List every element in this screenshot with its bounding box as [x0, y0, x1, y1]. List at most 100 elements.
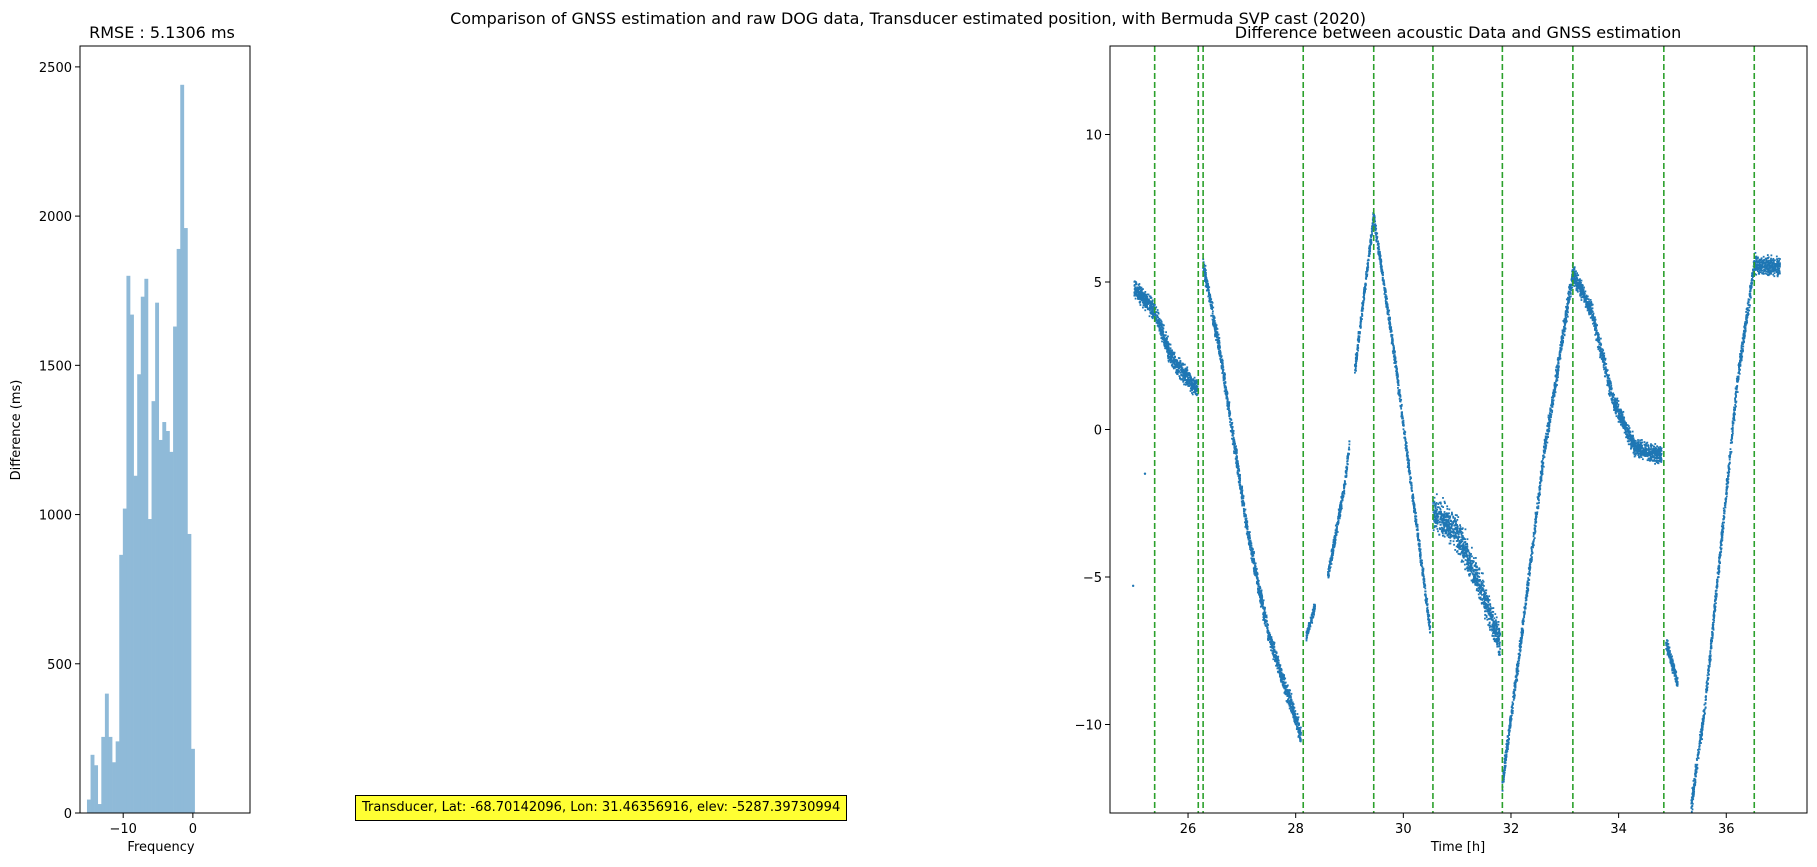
scatter-point: [1133, 291, 1136, 294]
scatter-point: [1234, 449, 1237, 452]
histogram-bar: [169, 451, 174, 813]
scatter-point: [1489, 615, 1492, 618]
scatter-point: [1269, 636, 1272, 639]
scatter-point: [1397, 384, 1400, 387]
scatter-point: [1389, 328, 1391, 331]
scatter-point: [1414, 509, 1417, 512]
scatter-point: [1221, 371, 1224, 373]
scatter-point: [1264, 624, 1267, 627]
scatter-point: [1195, 382, 1198, 385]
scatter-point: [1495, 640, 1497, 643]
scatter-point: [1232, 430, 1235, 432]
scatter-point: [1271, 645, 1274, 647]
scatter-point: [1253, 572, 1256, 575]
scatter-point: [1283, 686, 1286, 688]
scatter-point: [1270, 649, 1272, 652]
scatter-point: [1440, 513, 1443, 516]
scatter-point: [1469, 573, 1471, 575]
scatter-point: [1488, 622, 1491, 625]
scatter-point: [1204, 274, 1207, 276]
scatter-point: [1477, 589, 1480, 592]
scatter-point: [1480, 588, 1483, 591]
scatter-point: [1229, 413, 1231, 416]
scatter-point: [1165, 340, 1168, 343]
scatter-point: [1259, 592, 1261, 594]
scatter-point: [1345, 469, 1347, 472]
scatter-point: [1498, 638, 1500, 641]
scatter-point: [1276, 659, 1279, 662]
scatter-point: [1152, 316, 1154, 319]
scatter-point: [1445, 512, 1448, 515]
scatter-point: [1449, 539, 1452, 542]
scatter-point: [1167, 360, 1170, 363]
scatter-point: [1282, 683, 1285, 686]
scatter-point: [1370, 241, 1373, 244]
scatter-point: [1291, 703, 1294, 706]
scatter-point: [1251, 558, 1254, 561]
scatter-point: [1444, 529, 1446, 532]
scatter-point: [1487, 597, 1489, 600]
scatter-point: [1416, 528, 1419, 530]
scatter-point: [1456, 528, 1459, 531]
scatter-point: [1217, 333, 1220, 336]
scatter-point: [1336, 525, 1338, 528]
scatter-point: [1438, 512, 1440, 515]
scatter-point: [1463, 538, 1466, 541]
scatter-point: [1401, 413, 1404, 416]
scatter-point: [1299, 728, 1301, 731]
scatter-point: [1490, 613, 1493, 616]
scatter-point: [1489, 614, 1492, 617]
scatter-point: [1494, 624, 1497, 626]
scatter-point: [1336, 523, 1339, 526]
scatter-point: [1227, 405, 1229, 408]
scatter-point: [1461, 527, 1464, 530]
scatter-point: [1396, 373, 1399, 375]
scatter-point: [1442, 514, 1445, 517]
scatter-point: [1456, 514, 1458, 517]
scatter-point: [1269, 641, 1272, 644]
scatter-point: [1495, 622, 1498, 625]
scatter-point: [1247, 538, 1250, 541]
scatter-point: [1432, 511, 1435, 514]
scatter-point: [1365, 271, 1368, 273]
scatter-point: [1474, 579, 1477, 582]
scatter-point: [1435, 502, 1438, 504]
scatter-point: [1275, 654, 1277, 657]
scatter-point: [1267, 639, 1270, 642]
scatter-point: [1589, 299, 1592, 301]
scatter-point: [1448, 529, 1451, 532]
scatter-point: [1167, 335, 1169, 338]
scatter-point: [1436, 516, 1439, 519]
scatter-point: [1217, 339, 1220, 342]
scatter-point: [1173, 356, 1175, 359]
scatter-point: [1374, 228, 1377, 231]
scatter-point: [1422, 568, 1425, 571]
scatter-point: [1454, 517, 1456, 520]
scatter-point: [1223, 390, 1226, 393]
scatter-point: [1466, 543, 1469, 546]
scatter-point: [1241, 500, 1244, 503]
scatter-point: [1376, 237, 1378, 240]
scatter-point: [1339, 515, 1342, 517]
scatter-point: [1287, 689, 1290, 692]
scatter-point: [1402, 417, 1404, 420]
scatter-point: [1143, 293, 1146, 296]
scatter-point: [1346, 457, 1349, 460]
scatter-point: [1293, 706, 1296, 709]
scatter-point: [1188, 382, 1191, 385]
scatter-point: [1409, 481, 1411, 483]
scatter-point: [1274, 660, 1277, 663]
scatter-point: [1447, 516, 1449, 519]
scatter-point: [1137, 284, 1140, 286]
scatter-point: [1355, 360, 1358, 362]
scatter-point: [1374, 223, 1377, 226]
scatter-point: [1495, 639, 1497, 642]
scatter-point: [1222, 368, 1225, 371]
scatter-point: [1133, 293, 1136, 295]
scatter-point: [1375, 224, 1377, 227]
scatter-point: [1481, 582, 1484, 584]
scatter-point: [1256, 573, 1259, 576]
scatter-point: [1479, 598, 1482, 601]
scatter-point: [1175, 364, 1177, 366]
